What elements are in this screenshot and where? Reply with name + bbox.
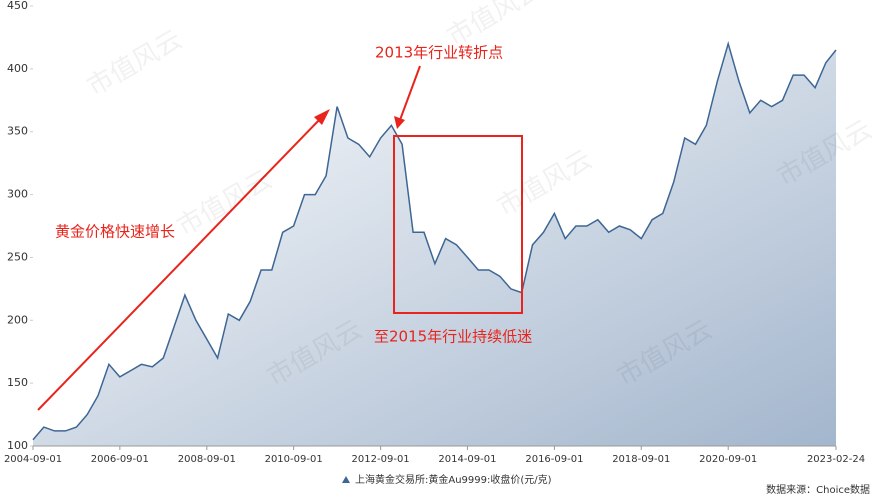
x-tick-label: 2020-09-01 xyxy=(699,454,757,465)
y-tick-label: 200 xyxy=(7,313,28,326)
watermark: 市值风云 xyxy=(492,145,597,223)
x-tick-label: 2008-09-01 xyxy=(178,454,236,465)
x-tick-label: 2016-09-01 xyxy=(525,454,583,465)
y-tick-label: 400 xyxy=(7,62,28,75)
arrowhead xyxy=(394,116,405,129)
source: 数据来源：Choice数据 xyxy=(766,483,870,496)
x-tick-label: 2004-09-01 xyxy=(4,454,62,465)
y-tick-label: 350 xyxy=(7,125,28,138)
x-tick-label: 2014-09-01 xyxy=(438,454,496,465)
watermark: 市值风云 xyxy=(82,25,187,103)
legend-label: 上海黄金交易所:黄金Au9999:收盘价(元/克) xyxy=(355,473,552,486)
y-tick-label: 300 xyxy=(7,188,28,201)
annotation: 2013年行业转折点 xyxy=(375,44,503,62)
x-tick-label: 2010-09-01 xyxy=(265,454,323,465)
y-tick-label: 150 xyxy=(7,376,28,389)
x-tick-label: 2012-09-01 xyxy=(352,454,410,465)
turn-arrow xyxy=(399,65,421,121)
x-tick-label: 2023-02-24 xyxy=(807,454,865,465)
x-tick-label: 2006-09-01 xyxy=(91,454,149,465)
slump-box xyxy=(393,135,523,314)
x-tick-label: 2018-09-01 xyxy=(612,454,670,465)
legend-icon xyxy=(342,476,350,483)
annotation: 至2015年行业持续低迷 xyxy=(374,328,532,346)
y-tick-label: 250 xyxy=(7,250,28,263)
y-tick-label: 450 xyxy=(7,0,28,12)
line xyxy=(32,40,837,441)
growth-arrow xyxy=(37,116,323,411)
y-tick-label: 100 xyxy=(7,439,28,452)
arrowhead xyxy=(314,109,330,125)
annotation: 黄金价格快速增长 xyxy=(55,223,175,241)
area xyxy=(33,43,836,446)
watermark: 市值风云 xyxy=(172,165,277,243)
